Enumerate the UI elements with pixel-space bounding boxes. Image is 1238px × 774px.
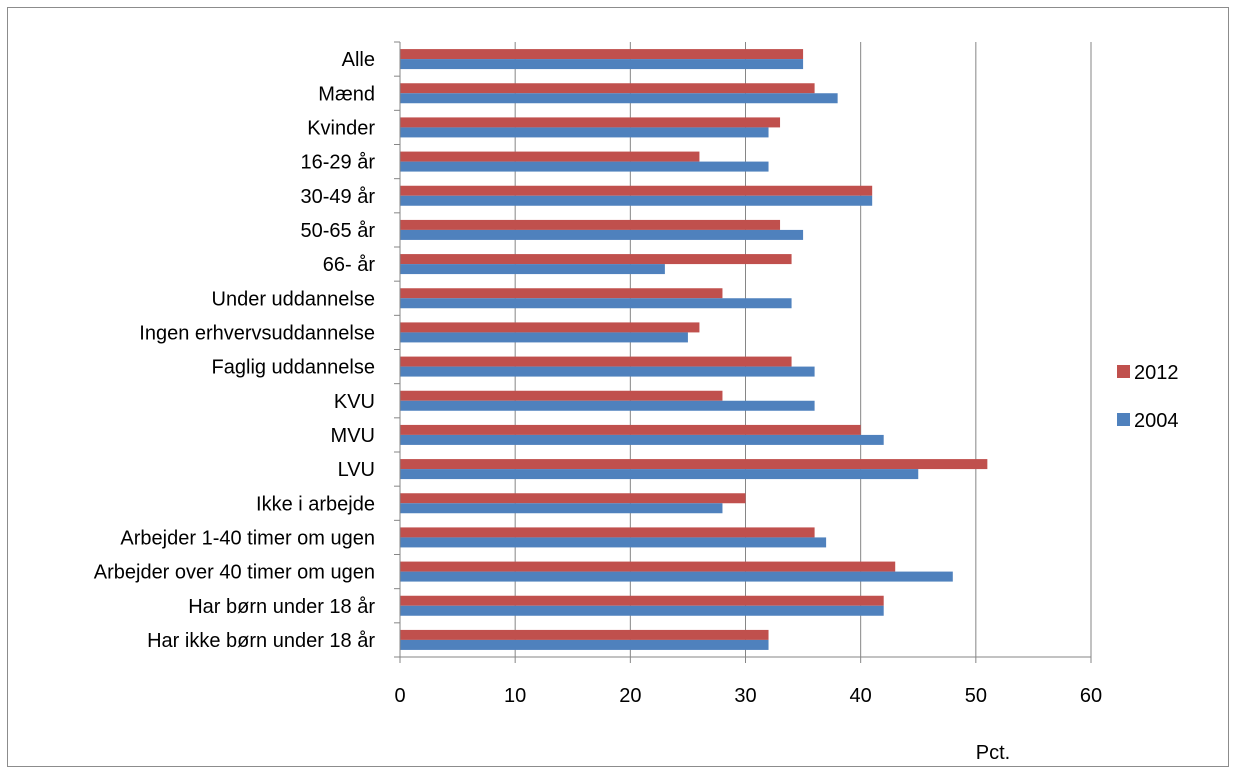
- bar-2004: [400, 264, 665, 275]
- bar-2004: [400, 400, 815, 411]
- category-label: Har børn under 18 år: [188, 596, 375, 618]
- bar-2012: [400, 595, 884, 606]
- bar-2004: [400, 469, 919, 480]
- category-label: 66- år: [323, 254, 376, 276]
- x-tick-label: 40: [850, 685, 872, 707]
- bar-2012: [400, 356, 792, 367]
- legend-swatch: [1117, 365, 1130, 378]
- bar-2012: [400, 151, 700, 162]
- x-tick-label: 0: [394, 685, 405, 707]
- legend-label: 2004: [1134, 410, 1179, 432]
- bar-2004: [400, 366, 815, 377]
- category-label: MVU: [331, 425, 375, 447]
- category-label: Ikke i arbejde: [256, 493, 375, 515]
- bar-2012: [400, 185, 873, 196]
- x-tick-label: 10: [504, 685, 526, 707]
- bar-2012: [400, 83, 815, 94]
- bars: [400, 49, 988, 650]
- bar-2012: [400, 390, 723, 401]
- x-tick-label: 50: [965, 685, 987, 707]
- legend-label: 2012: [1134, 362, 1179, 384]
- bar-2004: [400, 639, 769, 650]
- category-label: Arbejder over 40 timer om ugen: [94, 562, 375, 584]
- bar-2004: [400, 161, 769, 172]
- category-label: Faglig uddannelse: [212, 357, 375, 379]
- bar-2004: [400, 195, 873, 206]
- bar-2004: [400, 229, 804, 240]
- bar-2004: [400, 93, 838, 104]
- x-tick-label: 60: [1080, 685, 1102, 707]
- category-labels: Alle Mænd Kvinder 16-29 år 30-49 år 50-65 år 6…: [94, 49, 376, 652]
- bar-2012: [400, 254, 792, 265]
- tick-labels: 0 10 20 30 40 50 60: [394, 685, 1102, 707]
- category-label: Arbejder 1-40 timer om ugen: [120, 527, 375, 549]
- bar-2004: [400, 537, 827, 548]
- bar-2012: [400, 288, 723, 299]
- category-label: 30-49 år: [301, 186, 376, 208]
- bar-2004: [400, 571, 953, 582]
- bar-2004: [400, 332, 688, 343]
- category-label: Alle: [342, 49, 375, 71]
- x-tick-label: 30: [734, 685, 756, 707]
- bar-2012: [400, 424, 861, 435]
- gridlines: [514, 42, 1092, 657]
- bar-2004: [400, 127, 769, 138]
- category-label: 16-29 år: [301, 152, 376, 174]
- bar-2004: [400, 503, 723, 514]
- bar-2012: [400, 117, 781, 128]
- category-label: Under uddannelse: [212, 288, 375, 310]
- bar-2004: [400, 298, 792, 309]
- bar-2012: [400, 527, 815, 538]
- bar-2004: [400, 59, 804, 70]
- x-axis-unit-label: Pct.: [976, 742, 1010, 764]
- legend-swatch: [1117, 413, 1130, 426]
- category-label: Mænd: [318, 83, 375, 105]
- category-label: Ingen erhvervsuddannelse: [139, 322, 375, 344]
- category-label: KVU: [334, 391, 375, 413]
- legend: 2012 2004: [1117, 362, 1179, 432]
- category-label: LVU: [338, 459, 375, 481]
- bar-2012: [400, 322, 700, 333]
- category-label: Kvinder: [307, 117, 375, 139]
- axes: [394, 41, 1092, 663]
- x-tick-label: 20: [619, 685, 641, 707]
- category-label: 50-65 år: [301, 220, 376, 242]
- bar-2012: [400, 459, 988, 470]
- bar-2012: [400, 49, 804, 60]
- bar-2004: [400, 605, 884, 616]
- bar-2012: [400, 629, 769, 640]
- bar-2004: [400, 434, 884, 445]
- bar-2012: [400, 561, 896, 572]
- category-label: Har ikke børn under 18 år: [147, 630, 375, 652]
- bar-2012: [400, 493, 746, 504]
- bar-2012: [400, 219, 781, 230]
